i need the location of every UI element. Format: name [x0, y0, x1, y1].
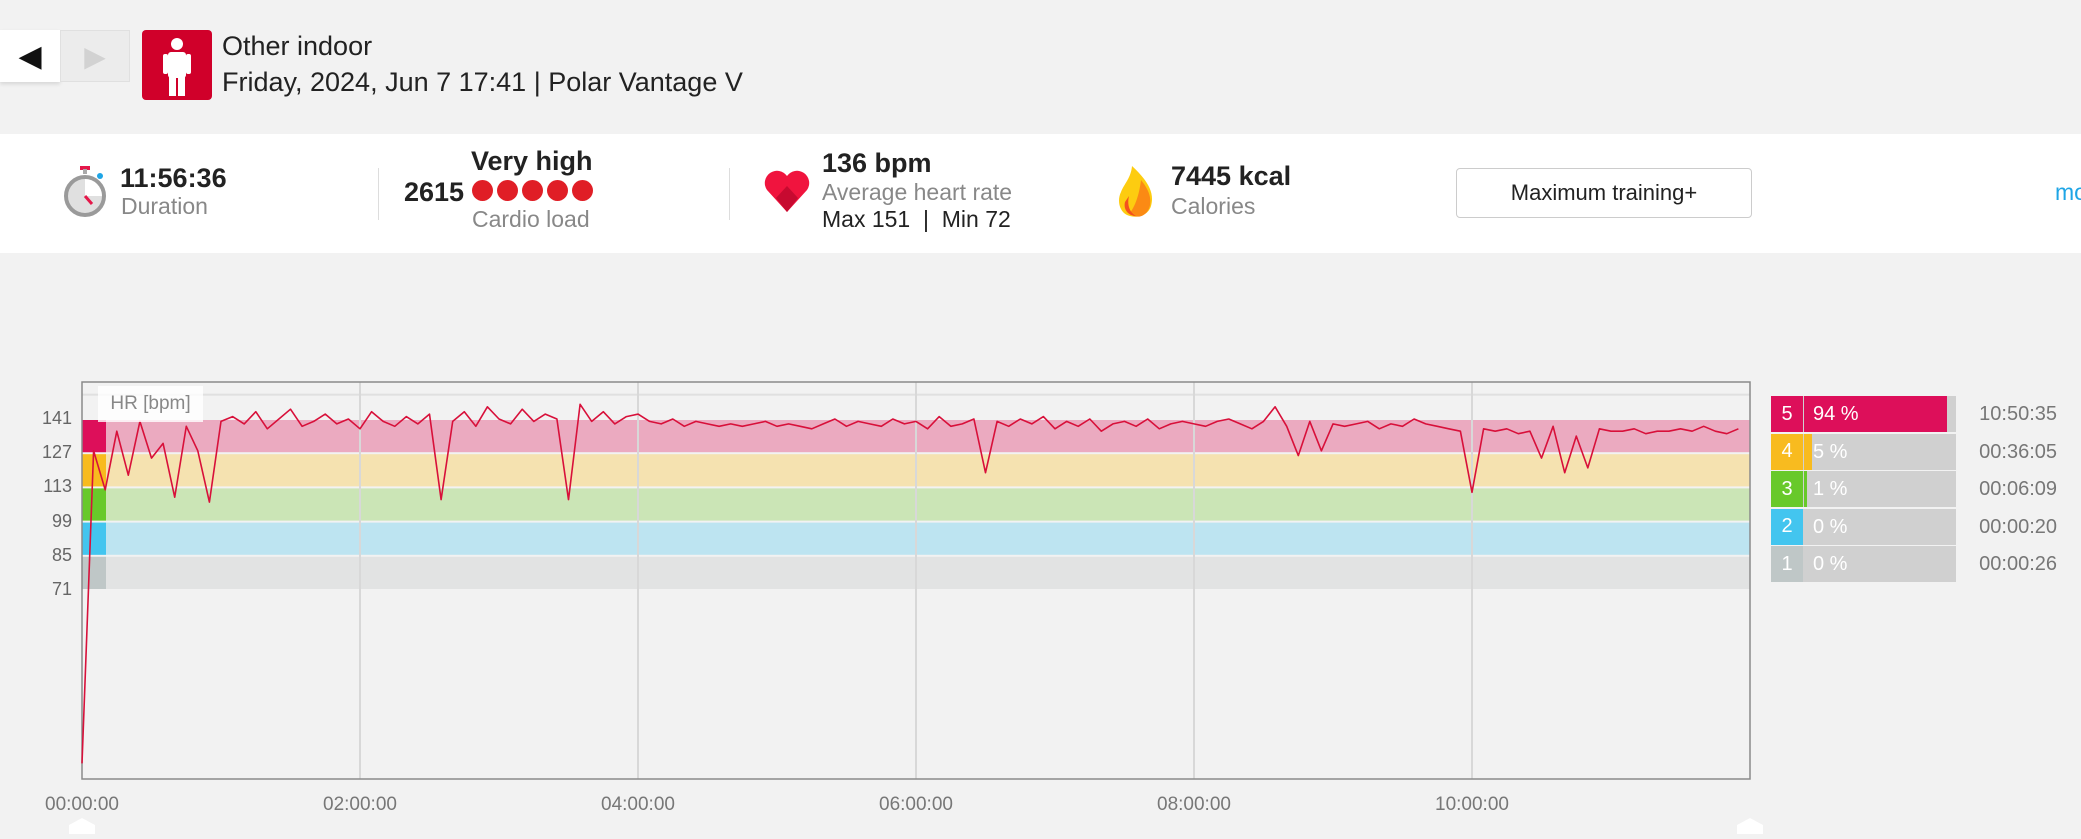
heart-icon [764, 170, 810, 217]
zone-indicator-3 [82, 488, 106, 521]
load-dot-icon [522, 180, 543, 201]
training-benefit-button[interactable]: Maximum training+ [1456, 168, 1752, 218]
zone-number: 3 [1771, 471, 1803, 507]
x-tick-label: 06:00:00 [879, 794, 953, 815]
divider [729, 168, 730, 220]
hr-line [81, 403, 1739, 764]
sport-title: Other indoor [222, 31, 373, 61]
zone-number: 5 [1771, 396, 1803, 432]
more-link[interactable]: mo [2055, 179, 2081, 205]
summary-band [0, 134, 2081, 253]
y-tick-label: 113 [43, 476, 72, 497]
duration-label: Duration [121, 193, 208, 219]
next-session-button[interactable]: ▶ [60, 30, 130, 82]
calories-value: 7445 kcal [1171, 161, 1292, 191]
zone-row-4[interactable]: 4 5 % [1771, 433, 1956, 470]
y-tick-label: 85 [51, 544, 72, 565]
zone-number: 2 [1771, 508, 1803, 545]
y-tick-label: 99 [51, 510, 72, 531]
load-dot-icon [572, 180, 593, 201]
divider [378, 168, 379, 220]
zone-time: 00:00:20 [1979, 515, 2057, 538]
zone-time: 10:50:35 [1979, 403, 2057, 425]
zone-row-2[interactable]: 2 0 % [1771, 508, 1956, 545]
zone-row-1[interactable]: 1 0 % [1771, 546, 1956, 582]
arrow-right-icon: ▶ [84, 40, 106, 72]
cardio-load-value: 2615 [404, 177, 465, 207]
zone-percent: 0 % [1813, 515, 1848, 538]
x-tick-label: 02:00:00 [323, 794, 397, 815]
zone-percent: 1 % [1813, 478, 1848, 500]
session-subtitle: Friday, 2024, Jun 7 17:41 | Polar Vantag… [222, 67, 743, 97]
load-dot-icon [472, 180, 493, 201]
zone-percent: 0 % [1813, 553, 1848, 575]
zone-indicator-1 [82, 556, 106, 589]
load-dot-icon [547, 180, 568, 201]
load-dot-icon [497, 180, 518, 201]
y-tick-label: 141 [41, 408, 72, 428]
arrow-left-icon: ◀ [18, 39, 42, 73]
calories-label: Calories [1171, 193, 1256, 219]
avg-hr-label: Average heart rate [822, 179, 1013, 205]
stopwatch-icon [63, 166, 109, 223]
zone-percent-bar [1804, 471, 1807, 507]
y-tick-label: 127 [41, 442, 72, 463]
zone-row-3[interactable]: 3 1 % [1771, 471, 1956, 507]
zone-indicator-5 [82, 420, 106, 453]
zone-time: 00:36:05 [1979, 440, 2057, 463]
y-tick-label: 71 [51, 579, 72, 599]
cardio-load-label: Cardio load [472, 206, 590, 232]
plot-border [81, 381, 1751, 780]
range-end-handle[interactable] [1733, 818, 1767, 834]
zone-number: 1 [1771, 546, 1803, 582]
hr-chart[interactable] [81, 381, 1751, 780]
zone-percent-bar [1804, 433, 1812, 470]
cardio-load-level: Very high [471, 146, 593, 176]
zone-row-5[interactable]: 5 94 % [1771, 396, 1956, 432]
zone-percent: 94 % [1813, 403, 1859, 425]
x-tick-label: 04:00:00 [601, 794, 675, 815]
sport-person-icon [142, 30, 212, 100]
avg-hr-value: 136 bpm [822, 148, 932, 178]
cardio-load-dots [472, 180, 597, 201]
flame-icon [1117, 166, 1155, 223]
duration-value: 11:56:36 [120, 163, 227, 193]
range-start-handle[interactable] [65, 818, 99, 834]
previous-session-button[interactable]: ◀ [0, 30, 60, 82]
hr-max-min: Max 151 | Min 72 [822, 206, 1011, 232]
zone-time: 00:06:09 [1979, 478, 2057, 500]
x-tick-label: 00:00:00 [45, 794, 119, 815]
x-tick-label: 08:00:00 [1157, 794, 1231, 815]
zone-percent-bar [1804, 396, 1947, 432]
zone-time: 00:00:26 [1979, 553, 2057, 575]
zone-percent: 5 % [1813, 440, 1848, 463]
zone-number: 4 [1771, 433, 1803, 470]
zone-indicator-2 [82, 522, 106, 555]
x-tick-label: 10:00:00 [1435, 794, 1509, 815]
y-axis-label: HR [bpm] [98, 386, 203, 422]
